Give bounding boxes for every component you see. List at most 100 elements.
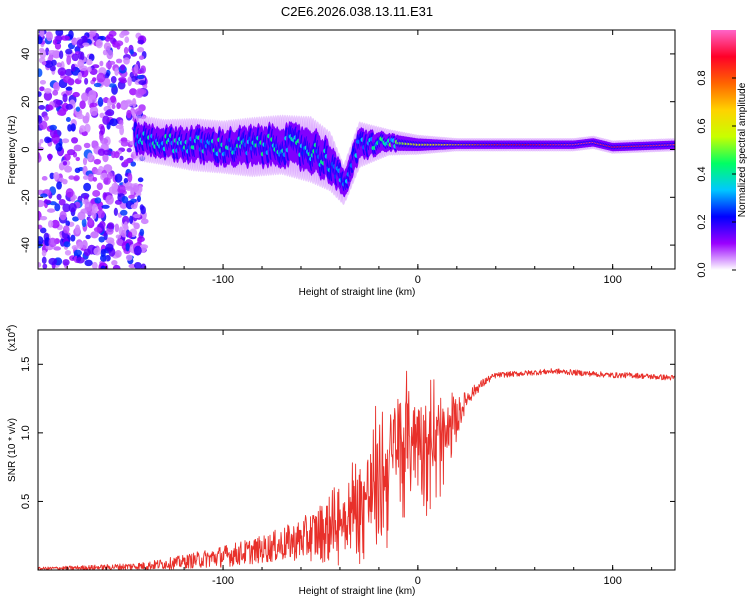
noise-blob bbox=[134, 108, 143, 116]
noise-blob bbox=[127, 76, 132, 87]
noise-blob bbox=[58, 177, 65, 182]
noise-blob bbox=[44, 60, 54, 69]
noise-blob bbox=[114, 67, 119, 76]
noise-blob bbox=[92, 190, 101, 197]
noise-blob bbox=[100, 254, 107, 262]
noise-blob bbox=[39, 215, 48, 221]
noise-blob bbox=[116, 238, 124, 246]
noise-blob bbox=[46, 208, 56, 213]
noise-blob bbox=[54, 42, 62, 50]
noise-blob bbox=[87, 152, 93, 162]
noise-blob bbox=[96, 72, 106, 83]
noise-blob bbox=[73, 175, 80, 181]
noise-blob bbox=[120, 64, 126, 71]
spectrogram-y-tick-label: 40 bbox=[20, 48, 32, 60]
noise-blob bbox=[129, 88, 137, 96]
noise-blob bbox=[64, 249, 72, 256]
noise-blob bbox=[51, 59, 57, 66]
noise-blob bbox=[101, 204, 110, 209]
noise-blob bbox=[116, 42, 121, 50]
noise-blob bbox=[62, 93, 68, 103]
colorbar: 0.0 0.2 0.4 0.6 0.8 Normalized spectral ampl… bbox=[696, 30, 748, 278]
noise-blob bbox=[46, 137, 53, 143]
noise-blob bbox=[38, 105, 46, 110]
noise-blob bbox=[72, 216, 79, 222]
noise-blob bbox=[41, 256, 47, 264]
noise-blob bbox=[56, 193, 62, 201]
colorbar-ticks: 0.0 0.2 0.4 0.6 0.8 bbox=[696, 70, 736, 278]
noise-blob bbox=[102, 153, 109, 163]
noise-blob bbox=[38, 47, 45, 53]
noise-blob bbox=[104, 110, 112, 116]
noise-blob bbox=[81, 131, 88, 137]
noise-blob bbox=[137, 237, 143, 244]
noise-blob bbox=[38, 154, 42, 163]
spectrogram-x-tick-label: 0 bbox=[415, 274, 421, 286]
noise-blob bbox=[99, 35, 106, 41]
noise-blob bbox=[138, 55, 145, 60]
noise-blob bbox=[82, 157, 88, 166]
noise-blob bbox=[55, 142, 63, 152]
noise-blob bbox=[105, 243, 114, 252]
noise-blob bbox=[59, 210, 67, 221]
noise-blob bbox=[127, 231, 133, 239]
noise-blob bbox=[128, 215, 134, 224]
noise-blob bbox=[107, 98, 112, 109]
noise-blob bbox=[111, 182, 119, 191]
spectrogram-x-tick-label: -100 bbox=[212, 274, 234, 286]
noise-blob bbox=[81, 239, 88, 250]
noise-blob bbox=[112, 264, 121, 269]
noise-blob bbox=[64, 165, 73, 173]
noise-blob bbox=[107, 222, 115, 230]
noise-blob bbox=[111, 104, 116, 110]
noise-blob bbox=[65, 103, 73, 110]
noise-blob bbox=[93, 158, 102, 165]
noise-blob bbox=[77, 59, 85, 68]
noise-blob bbox=[108, 83, 117, 88]
noise-blob bbox=[100, 125, 106, 135]
noise-blob bbox=[45, 104, 54, 111]
noise-blob bbox=[142, 84, 148, 89]
noise-blob bbox=[111, 260, 118, 266]
colorbar-tick-label: 0.8 bbox=[696, 70, 708, 85]
noise-blob bbox=[87, 173, 95, 182]
noise-blob bbox=[75, 106, 81, 112]
figure-title: C2E6.2026.038.13.11.E31 bbox=[281, 4, 433, 19]
noise-blob bbox=[86, 58, 93, 66]
noise-blob bbox=[93, 247, 101, 256]
noise-blob bbox=[82, 42, 90, 47]
noise-blob bbox=[48, 257, 58, 266]
noise-blob bbox=[41, 249, 47, 257]
noise-blob bbox=[123, 46, 129, 55]
noise-blob bbox=[114, 223, 120, 233]
noise-blob bbox=[139, 204, 145, 211]
colorbar-tick-label: 0.2 bbox=[696, 214, 708, 229]
snr-x-ticks: -100 0 100 bbox=[66, 330, 653, 587]
noise-blob bbox=[85, 111, 90, 122]
snr-scale-close: ) bbox=[7, 325, 18, 328]
noise-blob bbox=[65, 86, 73, 91]
noise-blob bbox=[97, 201, 104, 211]
noise-blob bbox=[55, 35, 63, 42]
noise-blob bbox=[38, 199, 45, 208]
noise-blob bbox=[41, 176, 48, 181]
noise-blob bbox=[48, 49, 57, 55]
noise-blob bbox=[64, 68, 74, 77]
noise-blob bbox=[138, 80, 147, 86]
noise-blob bbox=[123, 57, 130, 65]
noise-blob bbox=[46, 31, 53, 42]
noise-blob bbox=[113, 207, 118, 217]
noise-blob bbox=[56, 181, 62, 190]
noise-blob bbox=[48, 237, 57, 248]
spectrogram-y-tick-label: -40 bbox=[20, 237, 32, 253]
noise-blob bbox=[75, 156, 81, 162]
noise-blob bbox=[136, 47, 145, 53]
spectrogram-y-axis-label: Frequency (Hz) bbox=[7, 116, 18, 185]
noise-blob bbox=[93, 82, 102, 88]
noise-blob bbox=[96, 209, 105, 219]
noise-blob bbox=[115, 234, 121, 239]
noise-blob bbox=[124, 36, 130, 43]
noise-blob bbox=[76, 256, 85, 264]
noise-blob bbox=[78, 51, 83, 60]
noise-blob bbox=[136, 195, 142, 203]
